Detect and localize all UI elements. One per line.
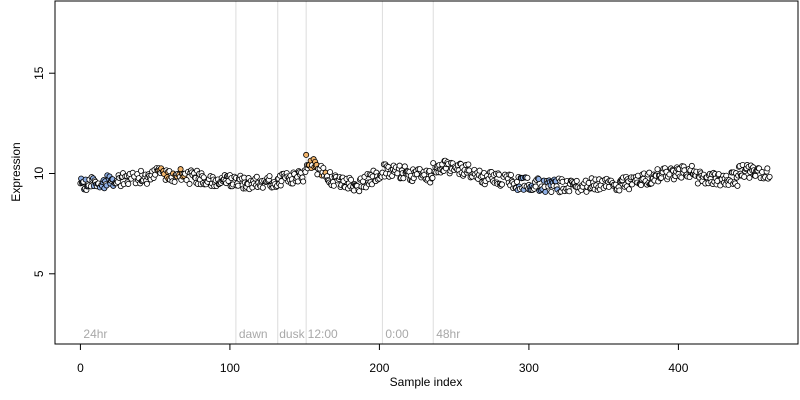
phase-label: 48hr — [436, 327, 460, 341]
data-point — [143, 180, 150, 187]
data-point — [688, 162, 695, 169]
data-point — [171, 178, 178, 185]
data-point — [573, 177, 580, 184]
y-axis: 5 10 15 — [32, 66, 55, 277]
data-point — [746, 174, 753, 181]
data-point — [348, 176, 355, 183]
data-point — [734, 182, 741, 189]
data-point — [137, 167, 144, 174]
data-point — [266, 173, 273, 180]
data-point — [303, 151, 310, 158]
data-point — [396, 162, 403, 169]
data-point — [426, 167, 433, 174]
data-point — [300, 178, 307, 185]
data-point — [548, 188, 555, 195]
data-point — [616, 187, 623, 194]
data-point — [186, 180, 193, 187]
data-point — [524, 174, 531, 181]
data-point — [694, 180, 701, 187]
x-axis-title: Sample index — [390, 375, 463, 389]
y-tick-label: 5 — [32, 270, 46, 277]
data-point — [752, 172, 759, 179]
data-point — [330, 182, 337, 189]
x-tick-label: 0 — [77, 361, 84, 375]
data-point — [532, 183, 539, 190]
data-point — [626, 186, 633, 193]
x-tick-label: 300 — [519, 361, 539, 375]
data-point — [678, 174, 685, 181]
data-point — [413, 171, 420, 178]
data-point — [200, 174, 207, 181]
data-point — [253, 173, 260, 180]
phase-label: dusk — [279, 327, 305, 341]
data-point — [320, 164, 327, 171]
data-point — [654, 166, 661, 173]
x-tick-label: 100 — [220, 361, 240, 375]
data-point — [327, 169, 334, 176]
data-point — [741, 173, 748, 180]
plot-frame — [54, 0, 799, 345]
y-tick-label: 15 — [32, 66, 46, 80]
data-point — [278, 178, 285, 185]
x-tick-label: 200 — [369, 361, 389, 375]
data-point — [498, 181, 505, 188]
data-point — [429, 174, 436, 181]
y-tick-label: 10 — [32, 167, 46, 181]
data-point — [638, 182, 645, 189]
phase-label: 24hr — [83, 327, 107, 341]
data-point — [125, 180, 132, 187]
data-point — [542, 188, 549, 195]
data-point — [259, 184, 266, 191]
data-point — [465, 161, 472, 168]
data-point — [507, 171, 514, 178]
data-point — [183, 177, 190, 184]
data-point — [566, 188, 573, 195]
x-axis: 0 100 200 300 400 — [77, 344, 689, 375]
data-point — [766, 173, 773, 180]
data-point — [764, 165, 771, 172]
phase-label: 12:00 — [308, 327, 338, 341]
y-axis-title: Expression — [9, 142, 23, 201]
phase-label: 0:00 — [385, 327, 409, 341]
phase-label: dawn — [239, 327, 268, 341]
phase-labels: 24hr dawn dusk 12:00 0:00 48hr — [83, 327, 460, 341]
data-point — [535, 176, 542, 183]
data-point — [356, 188, 363, 195]
data-point — [400, 175, 407, 182]
x-tick-label: 400 — [668, 361, 688, 375]
data-points — [77, 151, 773, 196]
